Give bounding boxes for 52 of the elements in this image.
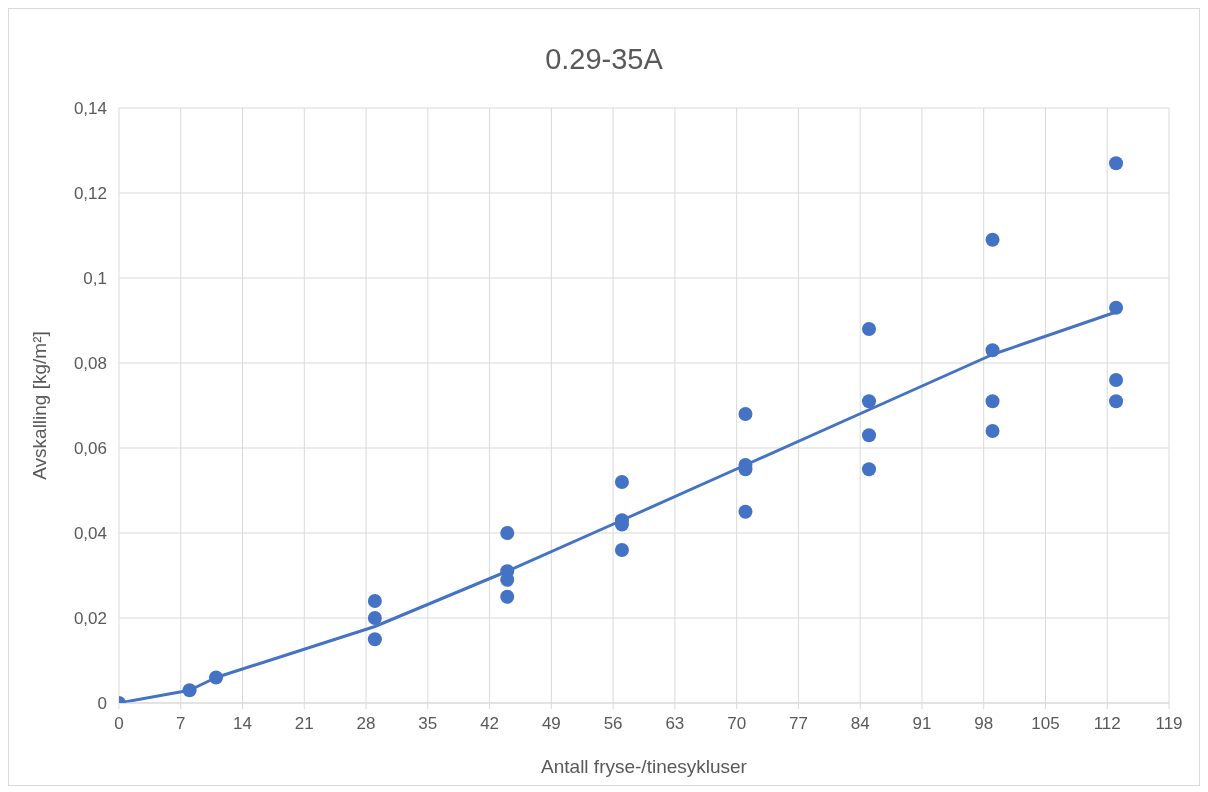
point bbox=[500, 526, 515, 540]
point bbox=[738, 407, 753, 421]
x-tick-label: 112 bbox=[1093, 714, 1121, 733]
point bbox=[862, 462, 876, 477]
x-tick-label: 21 bbox=[294, 714, 314, 733]
point bbox=[367, 611, 382, 625]
y-tick-label: 0,04 bbox=[73, 524, 107, 543]
x-tick-label: 49 bbox=[541, 714, 561, 733]
point bbox=[1109, 373, 1124, 387]
chart-title: 0.29-35A bbox=[544, 42, 664, 77]
y-tick-label: 0,06 bbox=[73, 439, 107, 458]
x-tick-label: 105 bbox=[1031, 714, 1060, 733]
x-tick-label: 63 bbox=[665, 714, 685, 733]
y-tick-label: 0,14 bbox=[73, 99, 107, 118]
x-tick-label: 77 bbox=[788, 714, 808, 733]
point bbox=[985, 232, 1000, 247]
x-tick-label: 98 bbox=[974, 714, 994, 733]
x-tick-label: 84 bbox=[850, 714, 870, 733]
x-tick-label: 91 bbox=[912, 714, 932, 733]
x-tick-label: 119 bbox=[1155, 714, 1183, 733]
point bbox=[985, 394, 1000, 409]
point bbox=[614, 543, 629, 557]
x-tick-label: 14 bbox=[233, 714, 252, 733]
x-tick-label: 70 bbox=[727, 714, 747, 733]
y-tick-label: 0,08 bbox=[73, 354, 107, 373]
point bbox=[367, 632, 382, 647]
point bbox=[862, 322, 876, 336]
x-tick-label: 35 bbox=[418, 714, 438, 733]
point bbox=[1109, 394, 1124, 409]
y-tick-label: 0,1 bbox=[83, 269, 107, 288]
point bbox=[862, 428, 876, 443]
point bbox=[1109, 300, 1124, 315]
point bbox=[500, 589, 515, 604]
point bbox=[738, 504, 753, 519]
x-axis-title: Antall fryse-/tinesykluser bbox=[541, 756, 748, 777]
x-tick-label: 7 bbox=[176, 714, 186, 733]
point bbox=[209, 670, 224, 685]
y-tick-label: 0,12 bbox=[73, 184, 107, 203]
point bbox=[182, 683, 197, 698]
x-tick-label: 28 bbox=[356, 714, 376, 733]
x-tick-label: 0 bbox=[114, 714, 124, 733]
point bbox=[1109, 156, 1124, 171]
point bbox=[614, 475, 629, 489]
x-tick-label: 56 bbox=[603, 714, 623, 733]
y-tick-label: 0 bbox=[97, 694, 107, 713]
y-tick-label: 0,02 bbox=[73, 609, 107, 628]
point bbox=[862, 394, 876, 409]
point bbox=[985, 424, 1000, 438]
x-tick-label: 42 bbox=[480, 714, 500, 733]
y-axis-title: Avskalling [kg/m²] bbox=[28, 331, 50, 480]
point bbox=[367, 594, 382, 608]
point bbox=[985, 343, 1000, 358]
